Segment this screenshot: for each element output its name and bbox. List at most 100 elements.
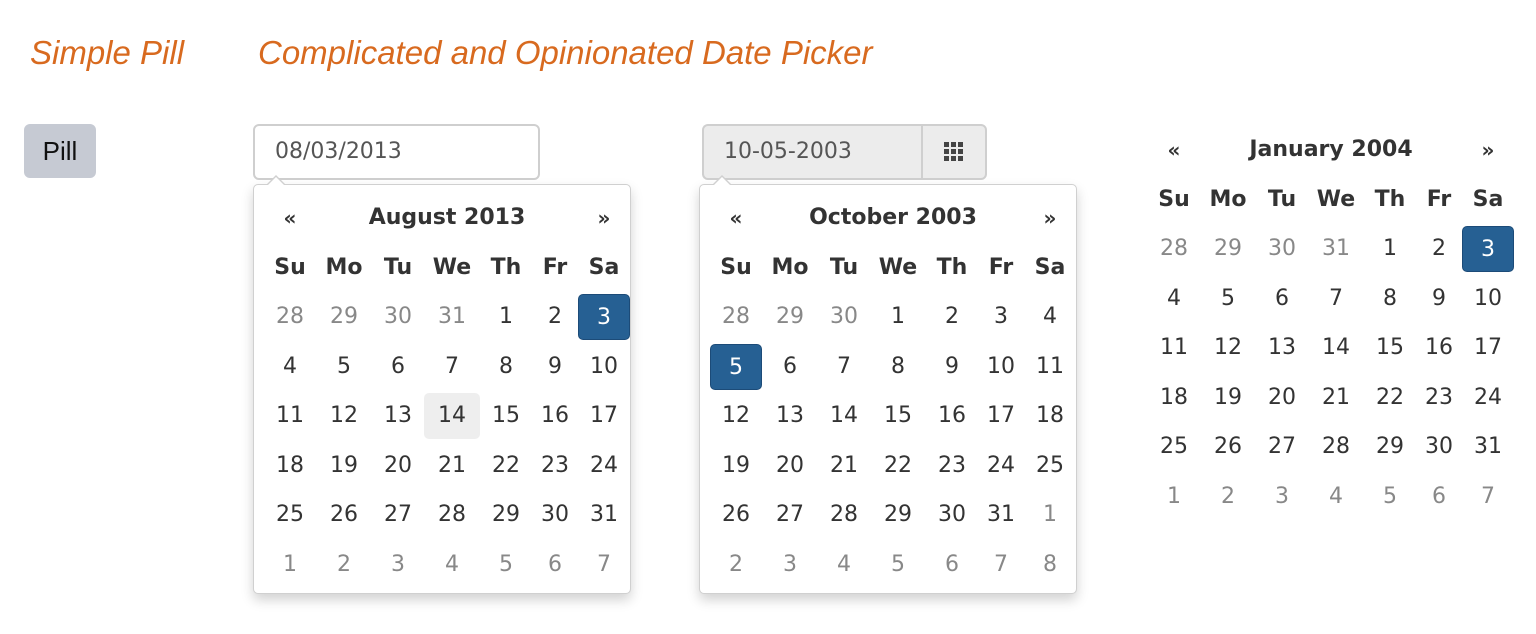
day-cell[interactable]: 12 — [710, 391, 762, 441]
next-month-button[interactable]: » — [597, 205, 611, 230]
prev-month-button[interactable]: « — [283, 205, 297, 230]
day-cell[interactable]: 16 — [532, 391, 578, 441]
day-cell[interactable]: 6 — [926, 540, 978, 590]
day-cell[interactable]: 31 — [1462, 423, 1514, 473]
day-cell[interactable]: 18 — [1024, 391, 1076, 441]
day-cell[interactable]: 29 — [480, 491, 532, 541]
day-cell[interactable]: 6 — [1256, 274, 1308, 324]
day-cell[interactable]: 11 — [1024, 342, 1076, 392]
day-cell[interactable]: 14 — [424, 391, 480, 441]
day-cell[interactable]: 8 — [1024, 540, 1076, 590]
prev-month-button[interactable]: « — [729, 205, 743, 230]
selected-day-cell[interactable]: 5 — [710, 342, 762, 392]
month-title[interactable]: October 2003 — [809, 205, 977, 231]
day-cell[interactable]: 3 — [762, 540, 818, 590]
day-cell[interactable]: 19 — [710, 441, 762, 491]
day-cell[interactable]: 30 — [926, 491, 978, 541]
day-cell[interactable]: 11 — [264, 391, 316, 441]
day-cell[interactable]: 31 — [424, 292, 480, 342]
day-cell[interactable]: 28 — [818, 491, 870, 541]
day-cell[interactable]: 28 — [264, 292, 316, 342]
month-title[interactable]: January 2004 — [1249, 137, 1413, 163]
day-cell[interactable]: 29 — [870, 491, 926, 541]
day-cell[interactable]: 4 — [818, 540, 870, 590]
day-cell[interactable]: 2 — [1200, 472, 1256, 522]
day-cell[interactable]: 25 — [1148, 423, 1200, 473]
day-cell[interactable]: 19 — [316, 441, 372, 491]
day-cell[interactable]: 16 — [1416, 323, 1462, 373]
day-cell[interactable]: 27 — [1256, 423, 1308, 473]
day-cell[interactable]: 6 — [372, 342, 424, 392]
day-cell[interactable]: 2 — [1416, 224, 1462, 274]
day-cell[interactable]: 18 — [1148, 373, 1200, 423]
month-title[interactable]: August 2013 — [368, 205, 526, 231]
day-cell[interactable]: 25 — [264, 491, 316, 541]
day-cell[interactable]: 22 — [1364, 373, 1416, 423]
day-cell[interactable]: 4 — [424, 540, 480, 590]
day-cell[interactable]: 21 — [818, 441, 870, 491]
day-cell[interactable]: 21 — [424, 441, 480, 491]
day-cell[interactable]: 28 — [710, 292, 762, 342]
day-cell[interactable]: 5 — [1364, 472, 1416, 522]
day-cell[interactable]: 30 — [372, 292, 424, 342]
day-cell[interactable]: 9 — [1416, 274, 1462, 324]
day-cell[interactable]: 29 — [316, 292, 372, 342]
day-cell[interactable]: 1 — [1364, 224, 1416, 274]
day-cell[interactable]: 10 — [978, 342, 1024, 392]
day-cell[interactable]: 21 — [1308, 373, 1364, 423]
day-cell[interactable]: 13 — [762, 391, 818, 441]
day-cell[interactable]: 22 — [480, 441, 532, 491]
day-cell[interactable]: 17 — [578, 391, 630, 441]
day-cell[interactable]: 15 — [1364, 323, 1416, 373]
day-cell[interactable]: 26 — [316, 491, 372, 541]
selected-day-cell[interactable]: 3 — [578, 292, 630, 342]
day-cell[interactable]: 6 — [762, 342, 818, 392]
day-cell[interactable]: 10 — [578, 342, 630, 392]
day-cell[interactable]: 1 — [1148, 472, 1200, 522]
day-cell[interactable]: 12 — [316, 391, 372, 441]
day-cell[interactable]: 12 — [1200, 323, 1256, 373]
day-cell[interactable]: 7 — [978, 540, 1024, 590]
day-cell[interactable]: 27 — [762, 491, 818, 541]
day-cell[interactable]: 30 — [1416, 423, 1462, 473]
day-cell[interactable]: 26 — [710, 491, 762, 541]
day-cell[interactable]: 3 — [1256, 472, 1308, 522]
day-cell[interactable]: 4 — [264, 342, 316, 392]
day-cell[interactable]: 26 — [1200, 423, 1256, 473]
day-cell[interactable]: 31 — [978, 491, 1024, 541]
day-cell[interactable]: 13 — [372, 391, 424, 441]
day-cell[interactable]: 5 — [316, 342, 372, 392]
day-cell[interactable]: 4 — [1308, 472, 1364, 522]
day-cell[interactable]: 2 — [710, 540, 762, 590]
day-cell[interactable]: 28 — [1308, 423, 1364, 473]
day-cell[interactable]: 30 — [818, 292, 870, 342]
day-cell[interactable]: 17 — [1462, 323, 1514, 373]
day-cell[interactable]: 23 — [926, 441, 978, 491]
day-cell[interactable]: 1 — [264, 540, 316, 590]
day-cell[interactable]: 20 — [372, 441, 424, 491]
day-cell[interactable]: 8 — [1364, 274, 1416, 324]
day-cell[interactable]: 8 — [480, 342, 532, 392]
day-cell[interactable]: 1 — [1024, 491, 1076, 541]
day-cell[interactable]: 19 — [1200, 373, 1256, 423]
selected-day-cell[interactable]: 3 — [1462, 224, 1514, 274]
day-cell[interactable]: 5 — [870, 540, 926, 590]
day-cell[interactable]: 9 — [926, 342, 978, 392]
day-cell[interactable]: 20 — [762, 441, 818, 491]
day-cell[interactable]: 14 — [1308, 323, 1364, 373]
day-cell[interactable]: 29 — [1364, 423, 1416, 473]
day-cell[interactable]: 20 — [1256, 373, 1308, 423]
next-month-button[interactable]: » — [1043, 205, 1057, 230]
day-cell[interactable]: 2 — [532, 292, 578, 342]
day-cell[interactable]: 31 — [1308, 224, 1364, 274]
day-cell[interactable]: 28 — [424, 491, 480, 541]
day-cell[interactable]: 30 — [1256, 224, 1308, 274]
day-cell[interactable]: 2 — [316, 540, 372, 590]
day-cell[interactable]: 18 — [264, 441, 316, 491]
day-cell[interactable]: 5 — [1200, 274, 1256, 324]
day-cell[interactable]: 9 — [532, 342, 578, 392]
day-cell[interactable]: 28 — [1148, 224, 1200, 274]
day-cell[interactable]: 2 — [926, 292, 978, 342]
day-cell[interactable]: 7 — [578, 540, 630, 590]
day-cell[interactable]: 23 — [1416, 373, 1462, 423]
